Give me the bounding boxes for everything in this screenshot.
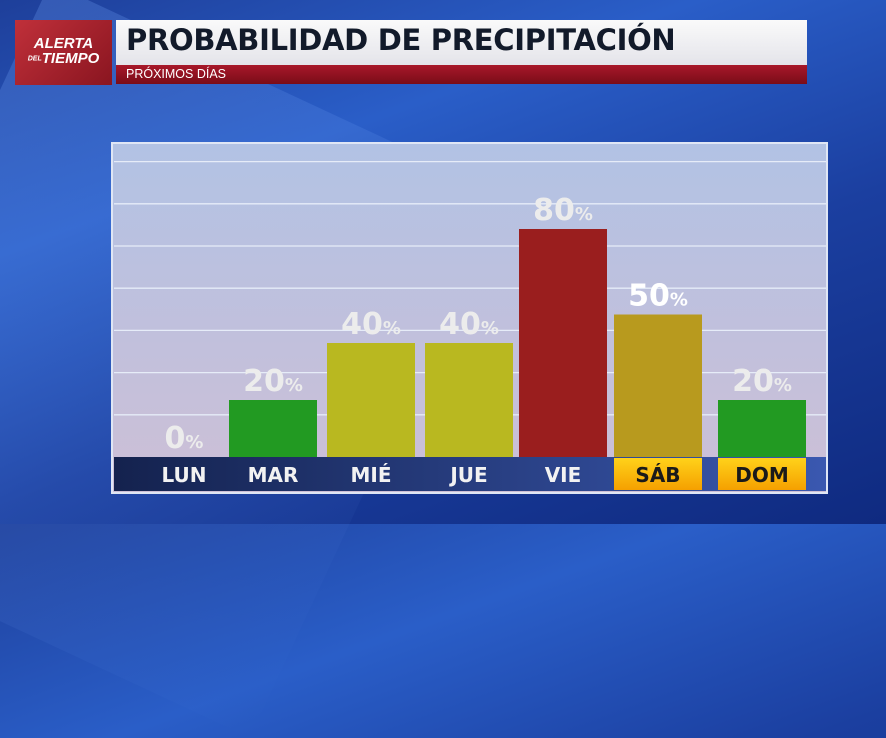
- bar-2: [327, 343, 415, 457]
- data-label: 40%: [341, 307, 401, 342]
- subtitle-bar: PRÓXIMOS DÍAS: [116, 65, 807, 84]
- alerta-del-tiempo-logo: ALERTA DELTIEMPO: [15, 20, 112, 85]
- bar-3: [425, 343, 513, 457]
- page-title: PROBABILIDAD DE PRECIPITACIÓN: [126, 23, 676, 57]
- bar-4: [519, 229, 607, 457]
- precipitation-chart: LUN 0% MAR 20% MIÉ 40% JUE 40% VIE 80% SÁB 50% DOM 20…: [111, 142, 828, 494]
- x-tick-label: MIÉ: [350, 463, 391, 487]
- data-label: 80%: [533, 193, 593, 228]
- data-label: 50%: [628, 279, 688, 314]
- data-label: 20%: [732, 364, 792, 399]
- logo-del: DEL: [27, 55, 42, 63]
- title-bar: PROBABILIDAD DE PRECIPITACIÓN: [116, 20, 807, 65]
- bar-6: [718, 400, 806, 457]
- x-tick-label: SÁB: [635, 463, 680, 487]
- data-label: 40%: [439, 307, 499, 342]
- x-tick-label: MAR: [248, 463, 299, 487]
- x-tick-label: JUE: [448, 463, 487, 487]
- day-highlight-6: [718, 458, 806, 490]
- page-subtitle: PRÓXIMOS DÍAS: [126, 67, 227, 81]
- data-label: 0%: [165, 421, 204, 456]
- data-label: 20%: [243, 364, 303, 399]
- x-axis-bar: [114, 457, 826, 491]
- x-tick-label: LUN: [161, 463, 206, 487]
- bar-1: [229, 400, 317, 457]
- x-tick-label: DOM: [735, 463, 789, 487]
- logo-line2: TIEMPO: [41, 50, 100, 67]
- x-tick-label: VIE: [545, 463, 582, 487]
- bar-5: [614, 314, 702, 457]
- logo-line1: ALERTA: [33, 35, 94, 52]
- day-highlight-5: [614, 458, 702, 490]
